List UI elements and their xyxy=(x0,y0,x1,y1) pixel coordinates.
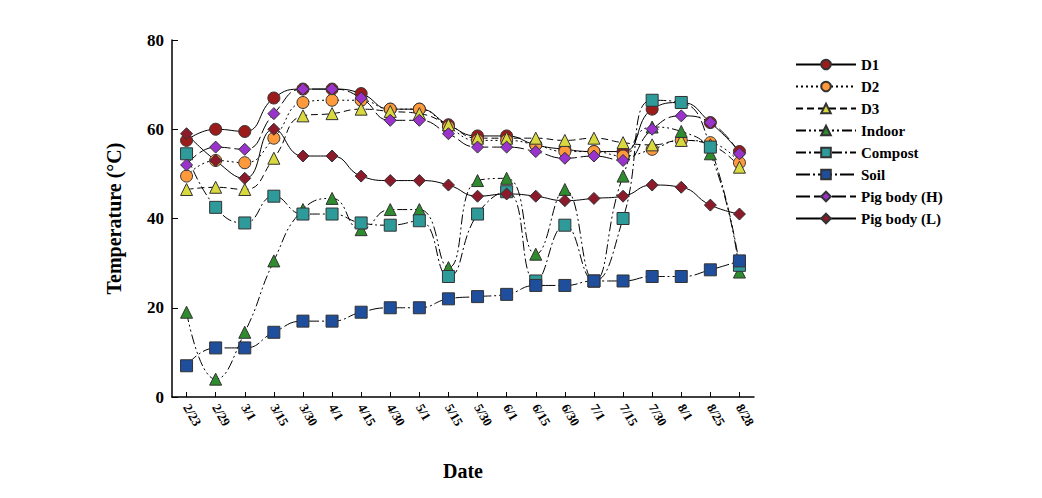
svg-text:3/1: 3/1 xyxy=(238,401,259,423)
svg-text:6/30: 6/30 xyxy=(558,401,583,428)
svg-text:80: 80 xyxy=(147,31,164,50)
svg-text:4/30: 4/30 xyxy=(384,401,409,428)
svg-text:7/30: 7/30 xyxy=(646,401,671,428)
svg-text:8/28: 8/28 xyxy=(733,401,758,429)
svg-text:Temperature (°C): Temperature (°C) xyxy=(103,143,126,295)
svg-text:Soil: Soil xyxy=(861,167,885,183)
svg-text:5/15: 5/15 xyxy=(442,401,467,429)
svg-text:7/1: 7/1 xyxy=(587,401,608,423)
svg-text:8/25: 8/25 xyxy=(704,401,729,429)
svg-text:3/15: 3/15 xyxy=(267,401,292,429)
svg-text:4/1: 4/1 xyxy=(326,401,347,423)
svg-text:2/29: 2/29 xyxy=(209,401,234,429)
svg-text:20: 20 xyxy=(147,298,164,317)
svg-text:Indoor: Indoor xyxy=(861,123,906,139)
svg-text:D1: D1 xyxy=(861,57,879,73)
svg-text:Compost: Compost xyxy=(861,145,919,161)
svg-text:8/1: 8/1 xyxy=(675,401,696,423)
svg-text:0: 0 xyxy=(156,388,165,407)
svg-text:4/15: 4/15 xyxy=(355,401,380,429)
svg-text:2/23: 2/23 xyxy=(180,401,205,429)
svg-text:6/1: 6/1 xyxy=(500,401,521,423)
svg-text:D3: D3 xyxy=(861,101,879,117)
svg-text:7/15: 7/15 xyxy=(617,401,642,429)
svg-text:5/30: 5/30 xyxy=(471,401,496,428)
svg-text:Pig body (L): Pig body (L) xyxy=(861,211,941,228)
svg-text:3/30: 3/30 xyxy=(296,401,321,428)
svg-text:Pig body (H): Pig body (H) xyxy=(861,189,943,206)
svg-text:5/1: 5/1 xyxy=(413,401,434,423)
svg-text:Date: Date xyxy=(443,460,483,482)
svg-text:60: 60 xyxy=(147,120,164,139)
svg-text:6/15: 6/15 xyxy=(529,401,554,429)
svg-text:40: 40 xyxy=(147,209,164,228)
svg-text:D2: D2 xyxy=(861,79,879,95)
